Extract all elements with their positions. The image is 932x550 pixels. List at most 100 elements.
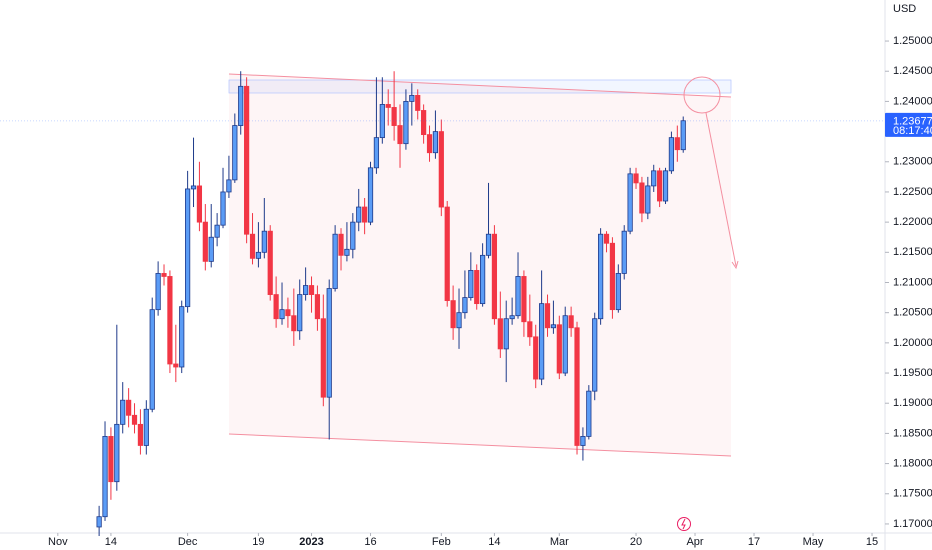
candle-body: [279, 309, 285, 320]
x-tick-label: 17: [748, 536, 760, 548]
candle-body: [261, 230, 267, 253]
candle-body: [285, 309, 291, 317]
candle-body: [379, 104, 385, 139]
candle-body: [356, 206, 362, 223]
last-price-box: [885, 112, 932, 137]
candle-body: [568, 315, 574, 329]
candle-body: [391, 107, 397, 126]
candle-body: [456, 312, 462, 329]
candle-body: [214, 224, 220, 238]
candle-body: [438, 131, 444, 208]
candle-body: [149, 309, 155, 410]
candles: [96, 71, 686, 537]
candle-body: [308, 285, 315, 295]
x-tick-label: 14: [105, 536, 117, 548]
icon-bolt[interactable]: [681, 518, 686, 530]
y-tick-label: 1.22000: [893, 216, 932, 228]
candle-body: [373, 137, 380, 169]
candle-body: [450, 300, 456, 329]
candle-body: [102, 436, 108, 518]
x-tick-label: Apr: [686, 536, 703, 548]
candle-body: [515, 276, 521, 317]
y-tick-label: 1.19000: [893, 397, 932, 409]
y-tick-label: 1.21500: [893, 246, 932, 258]
candle-body: [444, 206, 450, 302]
candle-body: [202, 221, 208, 262]
channel-fill: [229, 74, 731, 456]
candle-body: [615, 273, 621, 311]
candle-body: [220, 191, 226, 226]
candle-body: [108, 436, 114, 483]
icon-ring[interactable]: [677, 517, 691, 531]
candle-body: [586, 390, 592, 437]
candle-body: [592, 318, 598, 392]
candle-body: [338, 233, 344, 256]
y-tick-label: 1.24000: [893, 95, 932, 107]
x-tick-label: Feb: [432, 536, 451, 548]
drawings: [228, 73, 739, 457]
y-tick-label: 1.17500: [893, 488, 932, 500]
candle-body: [155, 273, 161, 311]
candle-body: [273, 294, 279, 320]
y-tick-label: 1.17000: [893, 518, 932, 530]
candle-body: [421, 110, 427, 136]
x-tick-label: Nov: [48, 536, 68, 548]
arrow-head: [731, 260, 739, 270]
candle-body: [621, 230, 627, 274]
x-tick-label: 14: [488, 536, 500, 548]
candle-body: [297, 294, 303, 332]
x-tick-label: 2023: [299, 536, 323, 548]
candle-body: [244, 85, 250, 235]
candle-body: [232, 125, 238, 181]
candle-body: [409, 94, 415, 102]
y-tick-label: 1.20000: [893, 337, 932, 349]
candle-body: [462, 297, 468, 314]
candle-body: [173, 363, 179, 368]
x-tick-label: 19: [252, 536, 264, 548]
candle-body: [249, 233, 256, 259]
currency-label: USD: [893, 3, 916, 15]
candle-body: [603, 233, 610, 244]
candle-body: [633, 173, 639, 184]
candle-body: [680, 120, 686, 151]
candle-body: [562, 315, 568, 374]
y-tick-label: 1.19500: [893, 367, 932, 379]
candle-body: [474, 270, 480, 305]
candle-body: [627, 173, 633, 232]
candle-body: [415, 94, 421, 111]
candle-body: [303, 285, 309, 295]
candle-body: [179, 306, 185, 368]
resistance-zone: [228, 79, 732, 94]
channel-top: [228, 73, 732, 98]
candle-body: [314, 294, 321, 320]
candle-body: [468, 270, 474, 298]
candle-body: [544, 303, 551, 329]
candle-body: [120, 399, 126, 425]
candle-body: [397, 125, 403, 145]
candle-body: [497, 318, 503, 350]
channel-bottom: [228, 433, 732, 457]
y-tick-label: 1.24500: [893, 65, 932, 77]
candle-body: [574, 327, 580, 446]
candle-body: [362, 206, 368, 223]
replay-icon[interactable]: [677, 517, 691, 531]
candle-body: [226, 179, 232, 193]
candle-body: [385, 104, 391, 108]
y-tick-label: 1.25000: [893, 35, 932, 47]
candle-body: [143, 408, 149, 446]
candle-body: [556, 324, 562, 374]
candle-body: [521, 276, 527, 323]
last-price-label: 1.23677: [893, 115, 932, 127]
candle-body: [291, 315, 297, 332]
candle-body: [267, 230, 273, 295]
x-tick-label: Mar: [550, 536, 569, 548]
y-tick-label: 1.18000: [893, 457, 932, 469]
candle-body: [350, 221, 356, 250]
candle-body: [96, 516, 102, 528]
candle-body: [238, 85, 244, 126]
candle-body: [114, 423, 120, 483]
candle-body: [255, 251, 262, 259]
candle-body: [185, 188, 191, 308]
candle-body: [332, 233, 338, 289]
candle-body: [485, 233, 492, 256]
